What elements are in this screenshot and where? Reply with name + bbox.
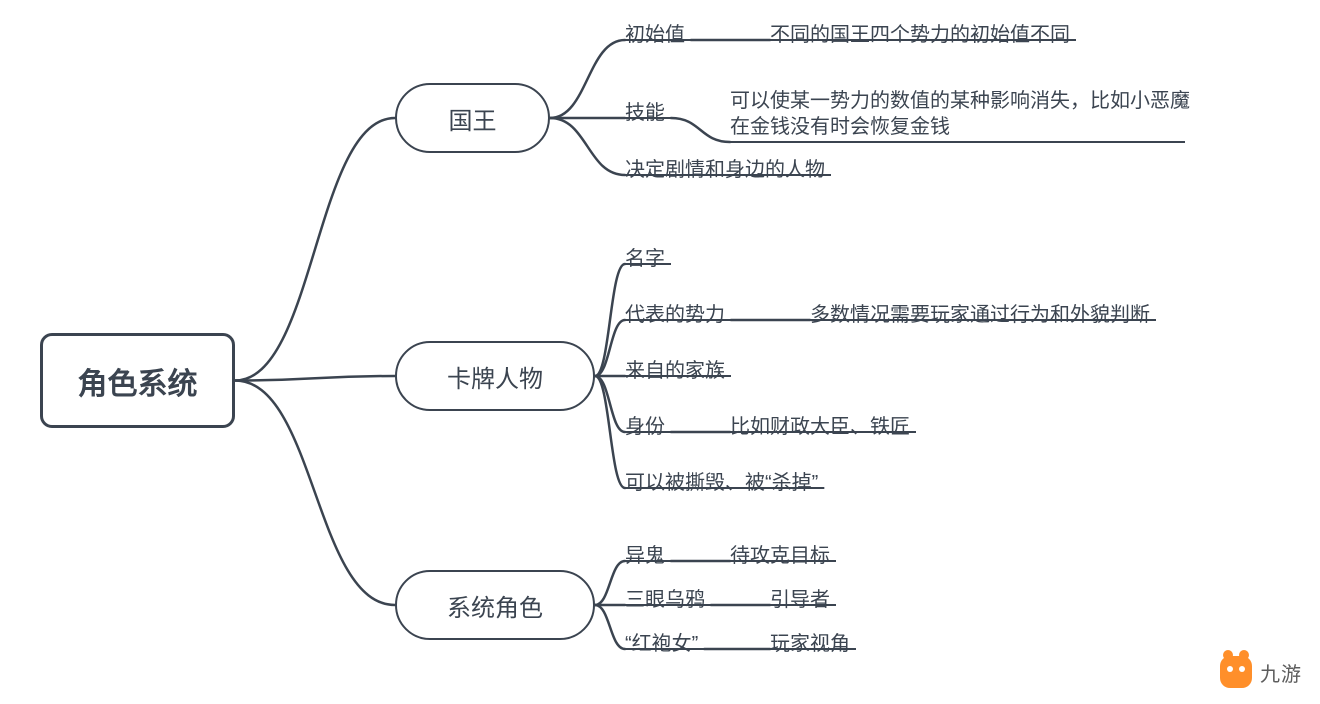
leaf-king-0-1: 不同的国王四个势力的初始值不同 <box>770 18 1070 47</box>
leaf-card-1-0: 代表的势力 <box>625 298 725 327</box>
leaf-king-0-0: 初始值 <box>625 18 685 47</box>
watermark: 九游 <box>1220 656 1302 688</box>
leaf-card-2-0: 来自的家族 <box>625 354 725 383</box>
leaf-sys-2-1: 玩家视角 <box>770 627 850 656</box>
watermark-text: 九游 <box>1260 658 1302 687</box>
branch-sys-label: 系统角色 <box>447 588 543 623</box>
leaf-card-1-1: 多数情况需要玩家通过行为和外貌判断 <box>810 298 1150 327</box>
leaf-sys-0-0: 异鬼 <box>625 539 665 568</box>
leaf-sys-0-1: 待攻克目标 <box>730 539 830 568</box>
leaf-king-1-1: 可以使某一势力的数值的某种影响消失，比如小恶魔在金钱没有时会恢复金钱 <box>730 88 1190 140</box>
leaf-card-3-0: 身份 <box>625 410 665 439</box>
leaf-card-4-0: 可以被撕毁、被“杀掉” <box>625 466 818 495</box>
root-label: 角色系统 <box>78 359 198 403</box>
leaf-king-2-0: 决定剧情和身边的人物 <box>625 153 825 182</box>
leaf-sys-2-0: “红袍女” <box>625 627 698 656</box>
branch-sys: 系统角色 <box>395 570 595 640</box>
leaf-sys-1-1: 引导者 <box>770 583 830 612</box>
watermark-logo-icon <box>1220 656 1252 688</box>
leaf-card-3-1: 比如财政大臣、铁匠 <box>730 410 910 439</box>
branch-king: 国王 <box>395 83 550 153</box>
branch-king-label: 国王 <box>449 101 497 136</box>
leaf-sys-1-0: 三眼乌鸦 <box>625 583 705 612</box>
root-node: 角色系统 <box>40 333 235 428</box>
leaf-king-1-0: 技能 <box>625 96 665 125</box>
branch-card: 卡牌人物 <box>395 341 595 411</box>
branch-card-label: 卡牌人物 <box>447 359 543 394</box>
leaf-card-0-0: 名字 <box>625 242 665 271</box>
